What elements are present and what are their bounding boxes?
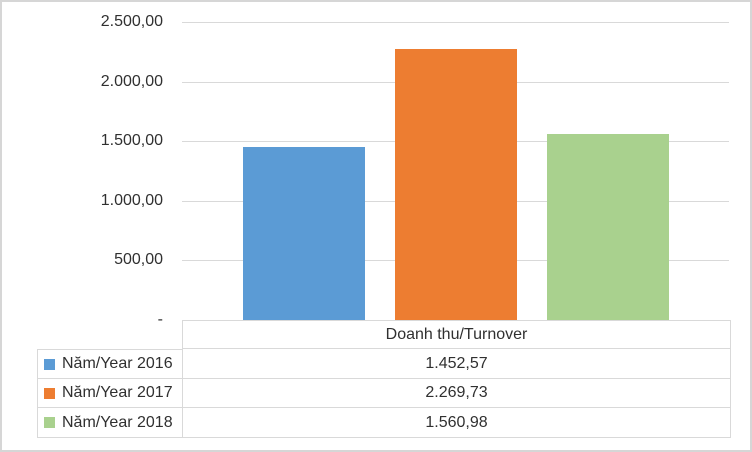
legend-swatch-n-m-year-2018 xyxy=(44,417,55,428)
gridline xyxy=(182,22,729,23)
bar-n-m-year-2018 xyxy=(547,134,669,320)
data-table-corner xyxy=(37,320,182,349)
legend-swatch-n-m-year-2016 xyxy=(44,358,55,370)
data-table-header: Doanh thu/Turnover xyxy=(182,320,731,349)
y-tick-label: 2.000,00 xyxy=(100,73,163,90)
legend-label: Năm/Year 2016 xyxy=(62,355,173,372)
data-table-row-label: Năm/Year 2017 xyxy=(37,379,182,408)
y-tick-label: 2.500,00 xyxy=(100,13,163,30)
y-tick-label: - xyxy=(157,311,163,328)
data-table: Doanh thu/Turnover Năm/Year 2016 1.452,57… xyxy=(37,320,731,438)
legend-label: Năm/Year 2018 xyxy=(62,413,173,431)
bar-n-m-year-2017 xyxy=(395,49,517,320)
legend-swatch-n-m-year-2017 xyxy=(44,387,55,399)
data-table-row-label: Năm/Year 2016 xyxy=(37,349,182,379)
data-table-row-value: 1.560,98 xyxy=(182,408,731,438)
y-tick-label: 1.500,00 xyxy=(100,132,163,149)
data-table-row-value: 2.269,73 xyxy=(182,379,731,408)
data-table-row-label: Năm/Year 2018 xyxy=(37,408,182,438)
legend-label: Năm/Year 2017 xyxy=(62,384,173,401)
data-table-row-value: 1.452,57 xyxy=(182,349,731,379)
bar-n-m-year-2016 xyxy=(243,147,365,320)
y-tick-label: 1.000,00 xyxy=(100,192,163,209)
y-tick-label: 500,00 xyxy=(114,251,163,268)
